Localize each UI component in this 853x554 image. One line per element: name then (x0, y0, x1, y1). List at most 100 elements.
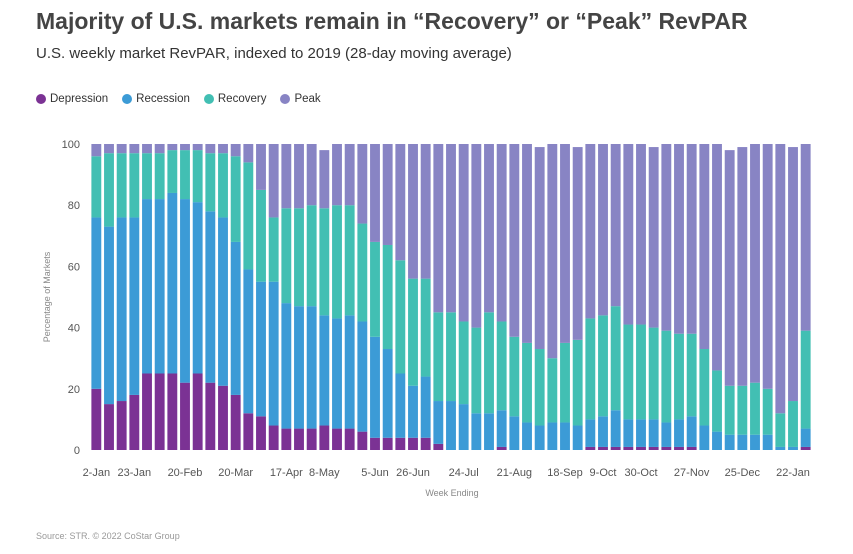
bar-peak-6 (167, 144, 178, 151)
bar-peak-37 (560, 144, 570, 343)
bar-peak-16 (294, 144, 304, 209)
bar-peak-26 (420, 144, 431, 279)
bar-recovery-44 (648, 327, 659, 420)
bar-peak-14 (268, 144, 279, 218)
bar-peak-30 (471, 144, 482, 328)
bar-peak-4 (142, 144, 152, 154)
bar-peak-9 (205, 144, 216, 154)
bar-recession-39 (585, 419, 596, 447)
bar-peak-48 (699, 144, 710, 350)
bar-recession-54 (775, 446, 786, 450)
bars-layer (91, 144, 811, 450)
bar-recovery-43 (636, 324, 646, 420)
bar-recovery-38 (572, 339, 583, 426)
bar-recovery-53 (762, 388, 773, 435)
bar-peak-7 (180, 144, 190, 151)
bar-recovery-33 (509, 336, 520, 417)
y-tick-label: 0 (74, 445, 80, 457)
bar-recovery-30 (471, 327, 482, 414)
bar-peak-40 (598, 144, 608, 316)
bar-recovery-45 (661, 330, 672, 423)
bar-depression-18 (319, 425, 330, 450)
bar-recovery-48 (699, 349, 710, 426)
bar-recession-4 (142, 199, 152, 374)
bar-recession-45 (661, 422, 672, 447)
bar-peak-56 (800, 144, 811, 331)
bar-recovery-54 (775, 413, 786, 447)
bar-recovery-14 (268, 217, 279, 282)
x-axis-title: Week Ending (425, 488, 478, 498)
bar-recovery-42 (623, 324, 634, 420)
x-axis-ticks: 2-Jan 23-Jan 20-Feb 20-Mar 17-Apr 8-May 5-Jun 2… (83, 467, 810, 479)
bar-depression-25 (408, 437, 418, 450)
bar-peak-10 (218, 144, 228, 154)
bar-depression-10 (218, 385, 228, 450)
x-tick-label: 23-Jan (118, 467, 152, 479)
x-tick-label: 18-Sep (547, 467, 582, 479)
bar-recovery-8 (192, 150, 203, 203)
bar-recovery-52 (750, 382, 760, 435)
bar-recession-7 (180, 199, 190, 383)
bar-recession-56 (800, 428, 811, 447)
bar-recession-50 (724, 434, 735, 450)
x-tick-label: 25-Dec (725, 467, 761, 479)
bar-peak-54 (775, 144, 786, 414)
bar-recession-22 (370, 336, 380, 438)
bar-recovery-19 (332, 205, 342, 319)
bar-recovery-2 (116, 153, 127, 218)
x-tick-label: 20-Mar (218, 467, 253, 479)
legend-label-depression: Depression (50, 93, 109, 105)
bar-depression-26 (420, 437, 431, 450)
bar-peak-50 (724, 150, 735, 386)
bar-peak-49 (712, 144, 722, 371)
bar-recession-37 (560, 422, 570, 450)
bar-recession-8 (192, 202, 203, 374)
bar-recession-33 (509, 416, 520, 450)
y-axis-title: Percentage of Markets (42, 251, 52, 342)
bar-recession-30 (471, 413, 482, 450)
bar-depression-5 (154, 373, 165, 450)
bar-peak-27 (433, 144, 444, 313)
bar-recession-55 (788, 446, 798, 450)
bar-recession-41 (610, 410, 621, 447)
bar-recovery-27 (433, 312, 444, 402)
bar-depression-15 (281, 428, 292, 450)
bar-recovery-9 (205, 153, 216, 212)
bar-peak-43 (636, 144, 646, 325)
bar-recovery-37 (560, 342, 570, 423)
bar-peak-42 (623, 144, 634, 325)
bar-recession-47 (686, 416, 697, 447)
bar-recovery-18 (319, 208, 330, 316)
bar-peak-19 (332, 144, 342, 206)
bar-depression-8 (192, 373, 203, 450)
bar-depression-21 (357, 431, 368, 450)
bar-depression-42 (623, 446, 634, 450)
bar-recovery-25 (408, 278, 418, 386)
bar-depression-17 (306, 428, 317, 450)
bar-depression-24 (395, 437, 406, 450)
bar-depression-41 (610, 446, 621, 450)
bar-recession-6 (167, 192, 178, 374)
legend-swatch-peak (280, 94, 291, 104)
bar-depression-23 (382, 437, 393, 450)
y-tick-label: 100 (62, 139, 80, 151)
bar-recession-40 (598, 416, 608, 447)
bar-peak-35 (534, 147, 545, 350)
bar-recession-52 (750, 434, 760, 450)
bar-recovery-11 (230, 156, 241, 242)
bar-peak-12 (243, 144, 254, 163)
legend-item-recession: Recession (122, 93, 190, 105)
bar-recession-12 (243, 269, 254, 414)
bar-depression-4 (142, 373, 152, 450)
bar-peak-21 (357, 144, 368, 224)
bar-recession-9 (205, 211, 216, 383)
bar-recession-17 (306, 306, 317, 429)
bar-recession-5 (154, 199, 165, 374)
bar-peak-29 (458, 144, 469, 322)
legend-item-recovery: Recovery (203, 93, 266, 105)
legend-swatch-recovery (203, 94, 214, 104)
bar-recession-53 (762, 434, 773, 450)
chart-title: Majority of U.S. markets remain in “Reco… (36, 8, 748, 34)
x-tick-label: 5-Jun (361, 467, 389, 479)
bar-peak-1 (104, 144, 114, 154)
